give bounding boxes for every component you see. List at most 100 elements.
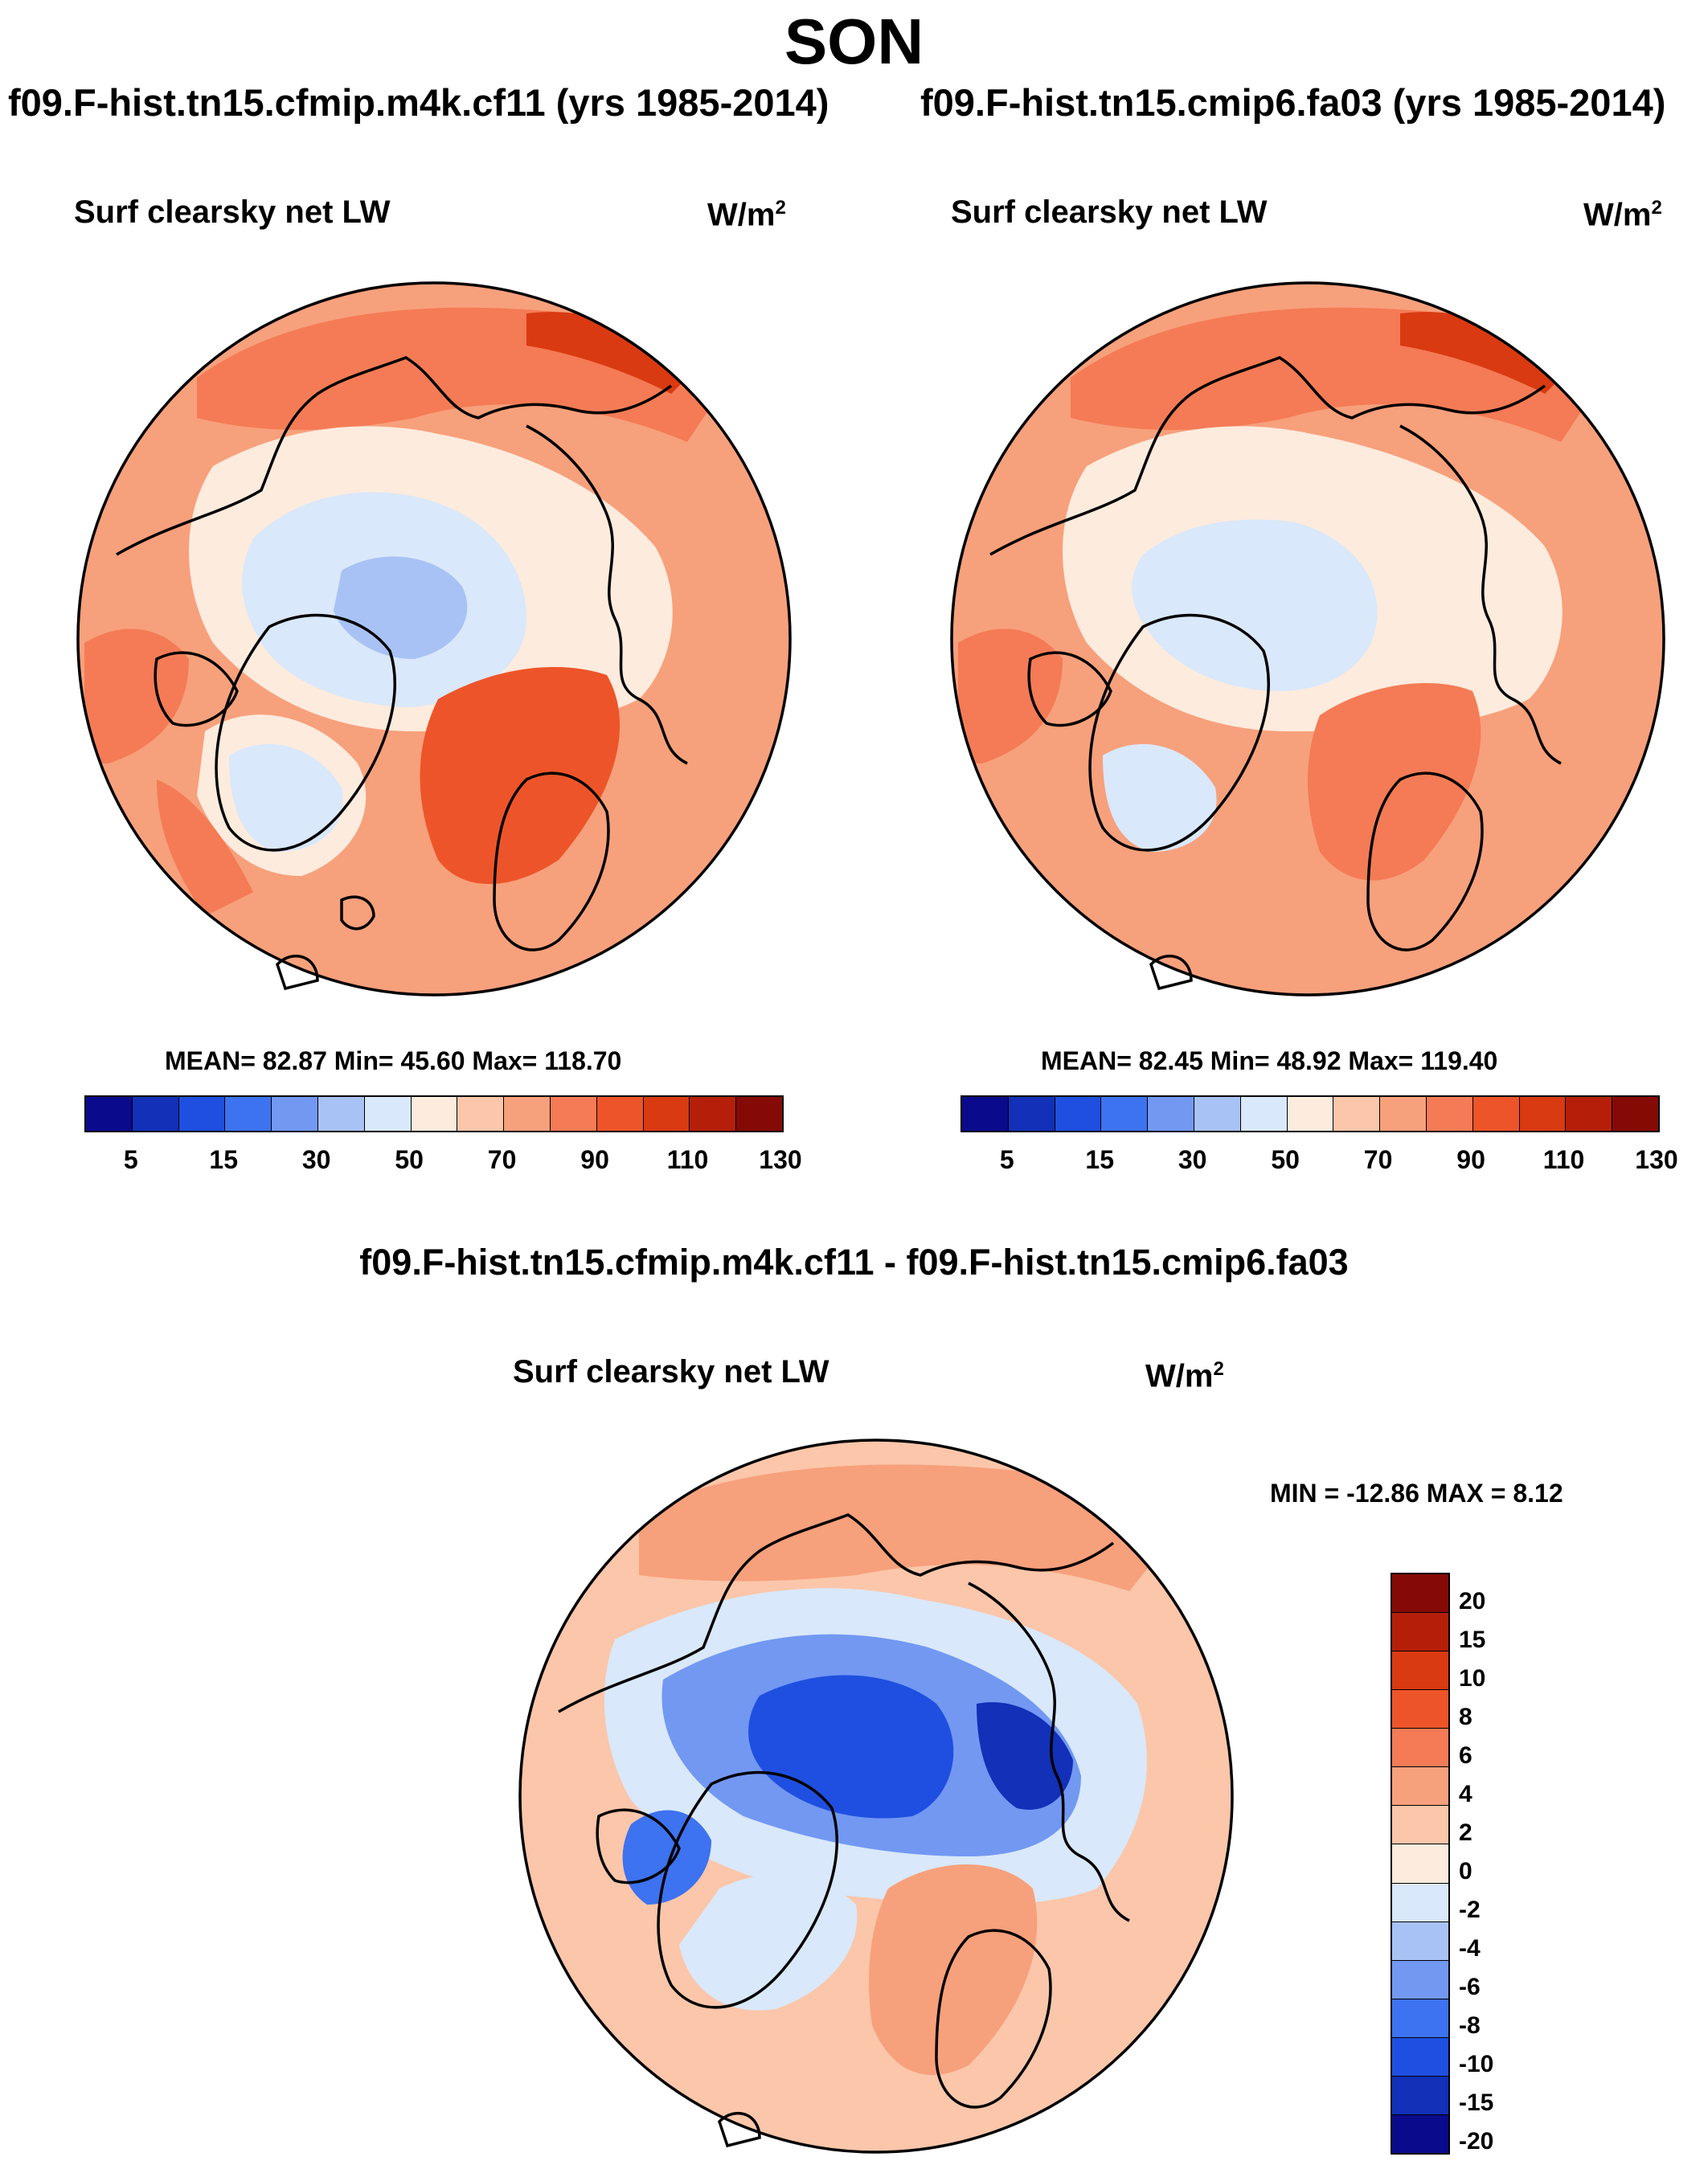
difference-colorbar-swatch: [1392, 2114, 1448, 2153]
panel-1-colorbar-swatch: [504, 1097, 551, 1131]
panel-2-colorbar-swatch: [1472, 1097, 1520, 1131]
difference-map-border: [518, 1439, 1234, 2154]
panel-2-colorbar-swatch: [1240, 1097, 1288, 1131]
panel-2-colorbar-tick-label: 5: [999, 1145, 1014, 1174]
panel-2-contour-hudson-bay: [958, 628, 1063, 763]
difference-colorbar-swatch: [1392, 1921, 1448, 1961]
panel-1-colorbar-swatch: [317, 1097, 365, 1131]
panel-1-contour-labrador-sea: [157, 780, 253, 916]
difference-variable-title: Surf clearsky net LW: [513, 1354, 829, 1389]
difference-colorbar-tick-label: -10: [1459, 2051, 1494, 2077]
difference-colorbar-swatch: [1392, 1999, 1448, 2038]
difference-colorbar-swatch: [1392, 1960, 1448, 1999]
panel-1-colorbar-labels: 5 15 30 50 70 90 110 130: [84, 1145, 802, 1177]
panel-2-colorbar-swatch: [1612, 1097, 1658, 1131]
panel-1-map: [76, 281, 792, 997]
panel-2-colorbar-tick-label: 15: [1085, 1145, 1114, 1174]
difference-colorbar-labels: 20 15 10 8 6 4 2 0 -2 -4 -6 -8 -10 -15 -20: [1459, 1573, 1555, 2155]
difference-colorbar-tick-label: 4: [1459, 1781, 1472, 1807]
panel-2-colorbar-swatch: [1519, 1097, 1567, 1131]
difference-colorbar-tick-label: -6: [1459, 1974, 1481, 2000]
panel-1-colorbar-swatch: [550, 1097, 597, 1131]
panel-1-contour-hudson-bay: [84, 628, 189, 763]
difference-contour-siberian-minimum: [977, 1702, 1073, 1810]
panel-1-colorbar-swatch: [132, 1097, 179, 1131]
panel-1-colorbar-swatch: [86, 1097, 133, 1131]
panel-2-colorbar-tick-label: 70: [1363, 1145, 1393, 1174]
panel-1-colorbar-swatch: [272, 1097, 318, 1131]
difference-colorbar: [1391, 1573, 1450, 2155]
panel-1-units: W/m2: [707, 197, 786, 233]
panel-1-colorbar: [84, 1095, 784, 1132]
panel-1-colorbar-swatch: [690, 1097, 737, 1131]
panel-1-colorbar-swatch: [643, 1097, 690, 1131]
panel-2-contour-barents: [1308, 683, 1481, 881]
difference-title: f09.F-hist.tn15.cfmip.m4k.cf11 - f09.F-h…: [359, 1242, 1349, 1283]
panel-2-colorbar-swatch: [1426, 1097, 1473, 1131]
difference-colorbar-tick-label: -2: [1459, 1897, 1481, 1923]
panel-2-colorbar-swatch: [1101, 1097, 1149, 1131]
difference-colorbar-swatch: [1392, 1729, 1448, 1768]
difference-colorbar-swatch: [1392, 1883, 1448, 1922]
panel-2-colorbar: [960, 1095, 1660, 1132]
panel-1-colorbar-tick-label: 110: [666, 1145, 709, 1174]
panel-1-stats: MEAN= 82.87 Min= 45.60 Max= 118.70: [165, 1046, 622, 1075]
difference-colorbar-swatch: [1392, 1690, 1448, 1729]
difference-colorbar-swatch: [1392, 1767, 1448, 1807]
panel-1-coastlines: [116, 356, 688, 991]
panel-1-map-border: [76, 281, 792, 997]
panel-1-colorbar-tick-label: 15: [209, 1145, 238, 1174]
panel-1-colorbar-swatch: [364, 1097, 412, 1131]
panel-2-contour-east-siberia: [1400, 312, 1569, 394]
panel-1-variable-title: Surf clearsky net LW: [74, 194, 391, 230]
difference-stats: MIN = -12.86 MAX = 8.12: [1270, 1479, 1563, 1508]
panel-1-colorbar-tick-label: 5: [123, 1145, 138, 1174]
panel-1-colorbar-swatch: [178, 1097, 226, 1131]
panel-1-colorbar-tick-label: 70: [487, 1145, 517, 1174]
panel-1-contour-east-siberia: [526, 312, 695, 394]
panel-1-colorbar-swatch: [411, 1097, 458, 1131]
panel-1-contour-pole-minimum: [334, 556, 468, 659]
panel-2-colorbar-swatch: [1333, 1097, 1381, 1131]
panel-2-coastlines: [989, 356, 1562, 991]
panel-2-colorbar-swatch: [1380, 1097, 1427, 1131]
panel-2-colorbar-swatch: [1055, 1097, 1102, 1131]
panel-2-colorbar-swatch: [1566, 1097, 1613, 1131]
difference-colorbar-swatch: [1392, 2037, 1448, 2077]
panel-2-case-title: f09.F-hist.tn15.cmip6.fa03 (yrs 1985-201…: [920, 81, 1666, 124]
difference-contour-barents-positive: [869, 1864, 1038, 2075]
panel-2-colorbar-swatch: [1287, 1097, 1334, 1131]
difference-colorbar-tick-label: -8: [1459, 2012, 1481, 2039]
panel-2-colorbar-labels: 5 15 30 50 70 90 110 130: [960, 1145, 1678, 1177]
difference-units: W/m2: [1145, 1358, 1224, 1394]
difference-colorbar-tick-label: 6: [1459, 1742, 1472, 1769]
difference-colorbar-tick-label: 15: [1459, 1627, 1486, 1653]
panel-1-colorbar-swatch: [457, 1097, 505, 1131]
difference-contour-north-positive: [639, 1464, 1161, 1591]
difference-colorbar-tick-label: -15: [1459, 2089, 1494, 2116]
panel-2-contour-central-arctic: [1132, 519, 1378, 691]
difference-colorbar-swatch: [1392, 1613, 1448, 1652]
panel-1-colorbar-swatch: [225, 1097, 272, 1131]
difference-colorbar-swatch: [1392, 1651, 1448, 1691]
panel-2-colorbar-swatch: [1008, 1097, 1055, 1131]
difference-colorbar-swatch: [1392, 1574, 1448, 1614]
difference-colorbar-swatch: [1392, 1806, 1448, 1845]
panel-2-colorbar-tick-label: 30: [1178, 1145, 1207, 1174]
panel-2-colorbar-swatch: [1194, 1097, 1241, 1131]
panel-2-variable-title: Surf clearsky net LW: [951, 194, 1268, 230]
panel-1-colorbar-swatch: [736, 1097, 782, 1131]
panel-1-contour-barents: [420, 667, 621, 884]
season-title: SON: [784, 6, 924, 77]
difference-colorbar-tick-label: -20: [1459, 2128, 1494, 2155]
panel-2-colorbar-tick-label: 90: [1456, 1145, 1485, 1174]
panel-2-colorbar-swatch: [1148, 1097, 1194, 1131]
difference-colorbar-swatch: [1392, 2076, 1448, 2115]
panel-2-map-border: [950, 281, 1665, 997]
panel-2-colorbar-swatch: [962, 1097, 1009, 1131]
difference-colorbar-tick-label: 0: [1459, 1858, 1472, 1885]
difference-colorbar-tick-label: -4: [1459, 1935, 1481, 1962]
panel-2-contour-greenland: [1103, 743, 1217, 852]
panel-2-colorbar-tick-label: 50: [1271, 1145, 1300, 1174]
panel-1-colorbar-tick-label: 30: [301, 1145, 331, 1174]
